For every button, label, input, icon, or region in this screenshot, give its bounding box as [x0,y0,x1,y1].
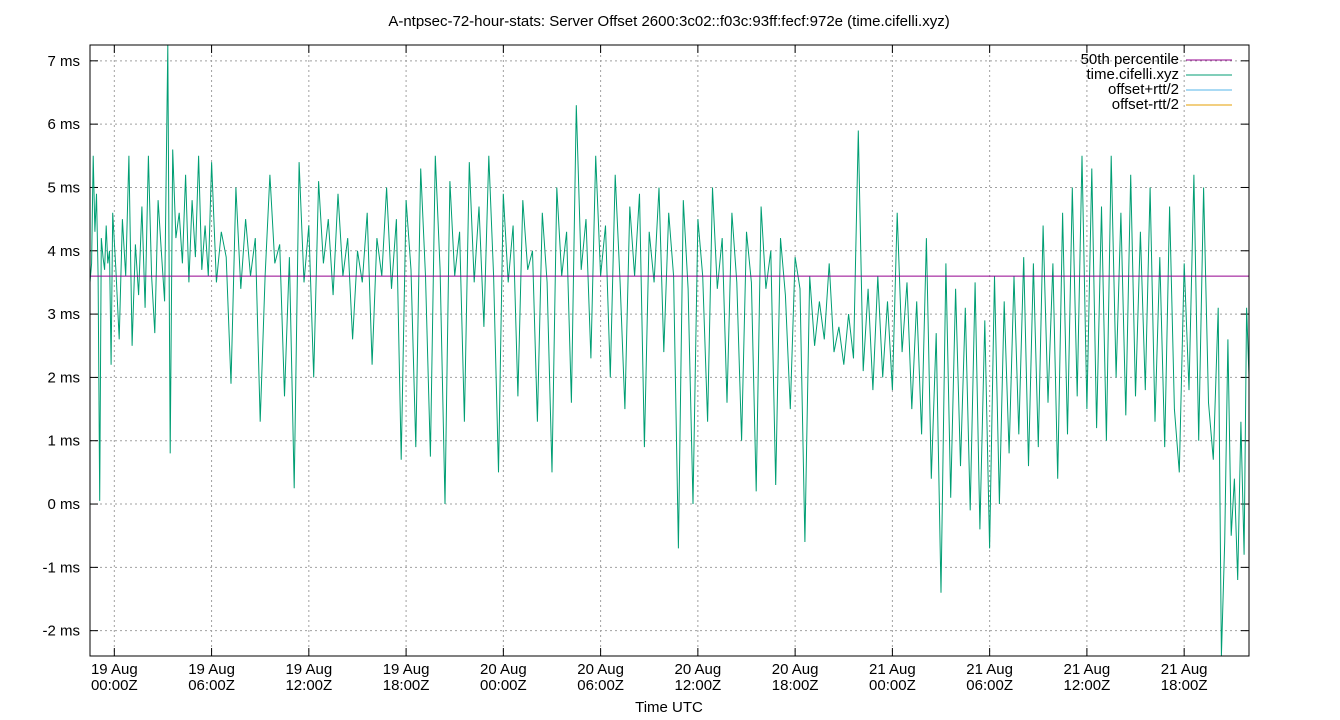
y-tick-label: 0 ms [47,496,80,513]
y-axis: -2 ms -1 ms 0 ms 1 ms 2 ms 3 ms 4 ms 5 ms 6 ms 7 … [43,53,1249,640]
y-tick-label: 5 ms [47,179,80,196]
x-tick-label-date: 21 Aug [966,661,1013,678]
x-axis-label: Time UTC [635,699,703,716]
grid-lines [90,45,1249,656]
y-tick-label: 6 ms [47,116,80,133]
x-tick-label-time: 00:00Z [480,677,527,694]
x-tick-label-time: 06:00Z [577,677,624,694]
y-tick-label: -1 ms [43,559,81,576]
chart-title: A-ntpsec-72-hour-stats: Server Offset 26… [388,13,949,30]
x-tick-label-date: 21 Aug [1161,661,1208,678]
y-tick-label: 2 ms [47,369,80,386]
x-tick-label-time: 06:00Z [188,677,235,694]
x-tick-label-time: 06:00Z [966,677,1013,694]
x-tick-label-time: 00:00Z [869,677,916,694]
x-tick-label-date: 20 Aug [772,661,819,678]
x-tick-label-date: 20 Aug [577,661,624,678]
x-tick-label-date: 19 Aug [383,661,430,678]
series-lines [89,44,1250,657]
x-tick-label-date: 19 Aug [188,661,235,678]
x-tick-label-date: 21 Aug [1064,661,1111,678]
y-tick-label: 3 ms [47,306,80,323]
x-tick-label-time: 12:00Z [1064,677,1111,694]
series-line-time-cifelli-xyz [89,44,1250,657]
legend-label: offset-rtt/2 [1112,96,1179,113]
x-tick-label-time: 18:00Z [383,677,430,694]
x-tick-label-time: 18:00Z [1161,677,1208,694]
x-tick-label-time: 12:00Z [675,677,722,694]
legend: 50th percentiletime.cifelli.xyzoffset+rt… [1081,51,1232,113]
plot-frame [89,44,1250,657]
x-tick-label-time: 18:00Z [772,677,819,694]
x-tick-label-date: 21 Aug [869,661,916,678]
legend-label: 50th percentile [1081,51,1179,68]
y-tick-label: 4 ms [47,243,80,260]
y-tick-label: 7 ms [47,53,80,70]
x-tick-label-date: 19 Aug [285,661,332,678]
x-tick-label-time: 00:00Z [91,677,138,694]
x-tick-label-date: 19 Aug [91,661,138,678]
x-tick-label-date: 20 Aug [480,661,527,678]
legend-label: offset+rtt/2 [1108,81,1179,98]
x-tick-label-date: 20 Aug [675,661,722,678]
y-tick-label: 1 ms [47,433,80,450]
y-tick-label: -2 ms [43,623,81,640]
legend-label: time.cifelli.xyz [1086,66,1179,83]
x-tick-label-time: 12:00Z [285,677,332,694]
